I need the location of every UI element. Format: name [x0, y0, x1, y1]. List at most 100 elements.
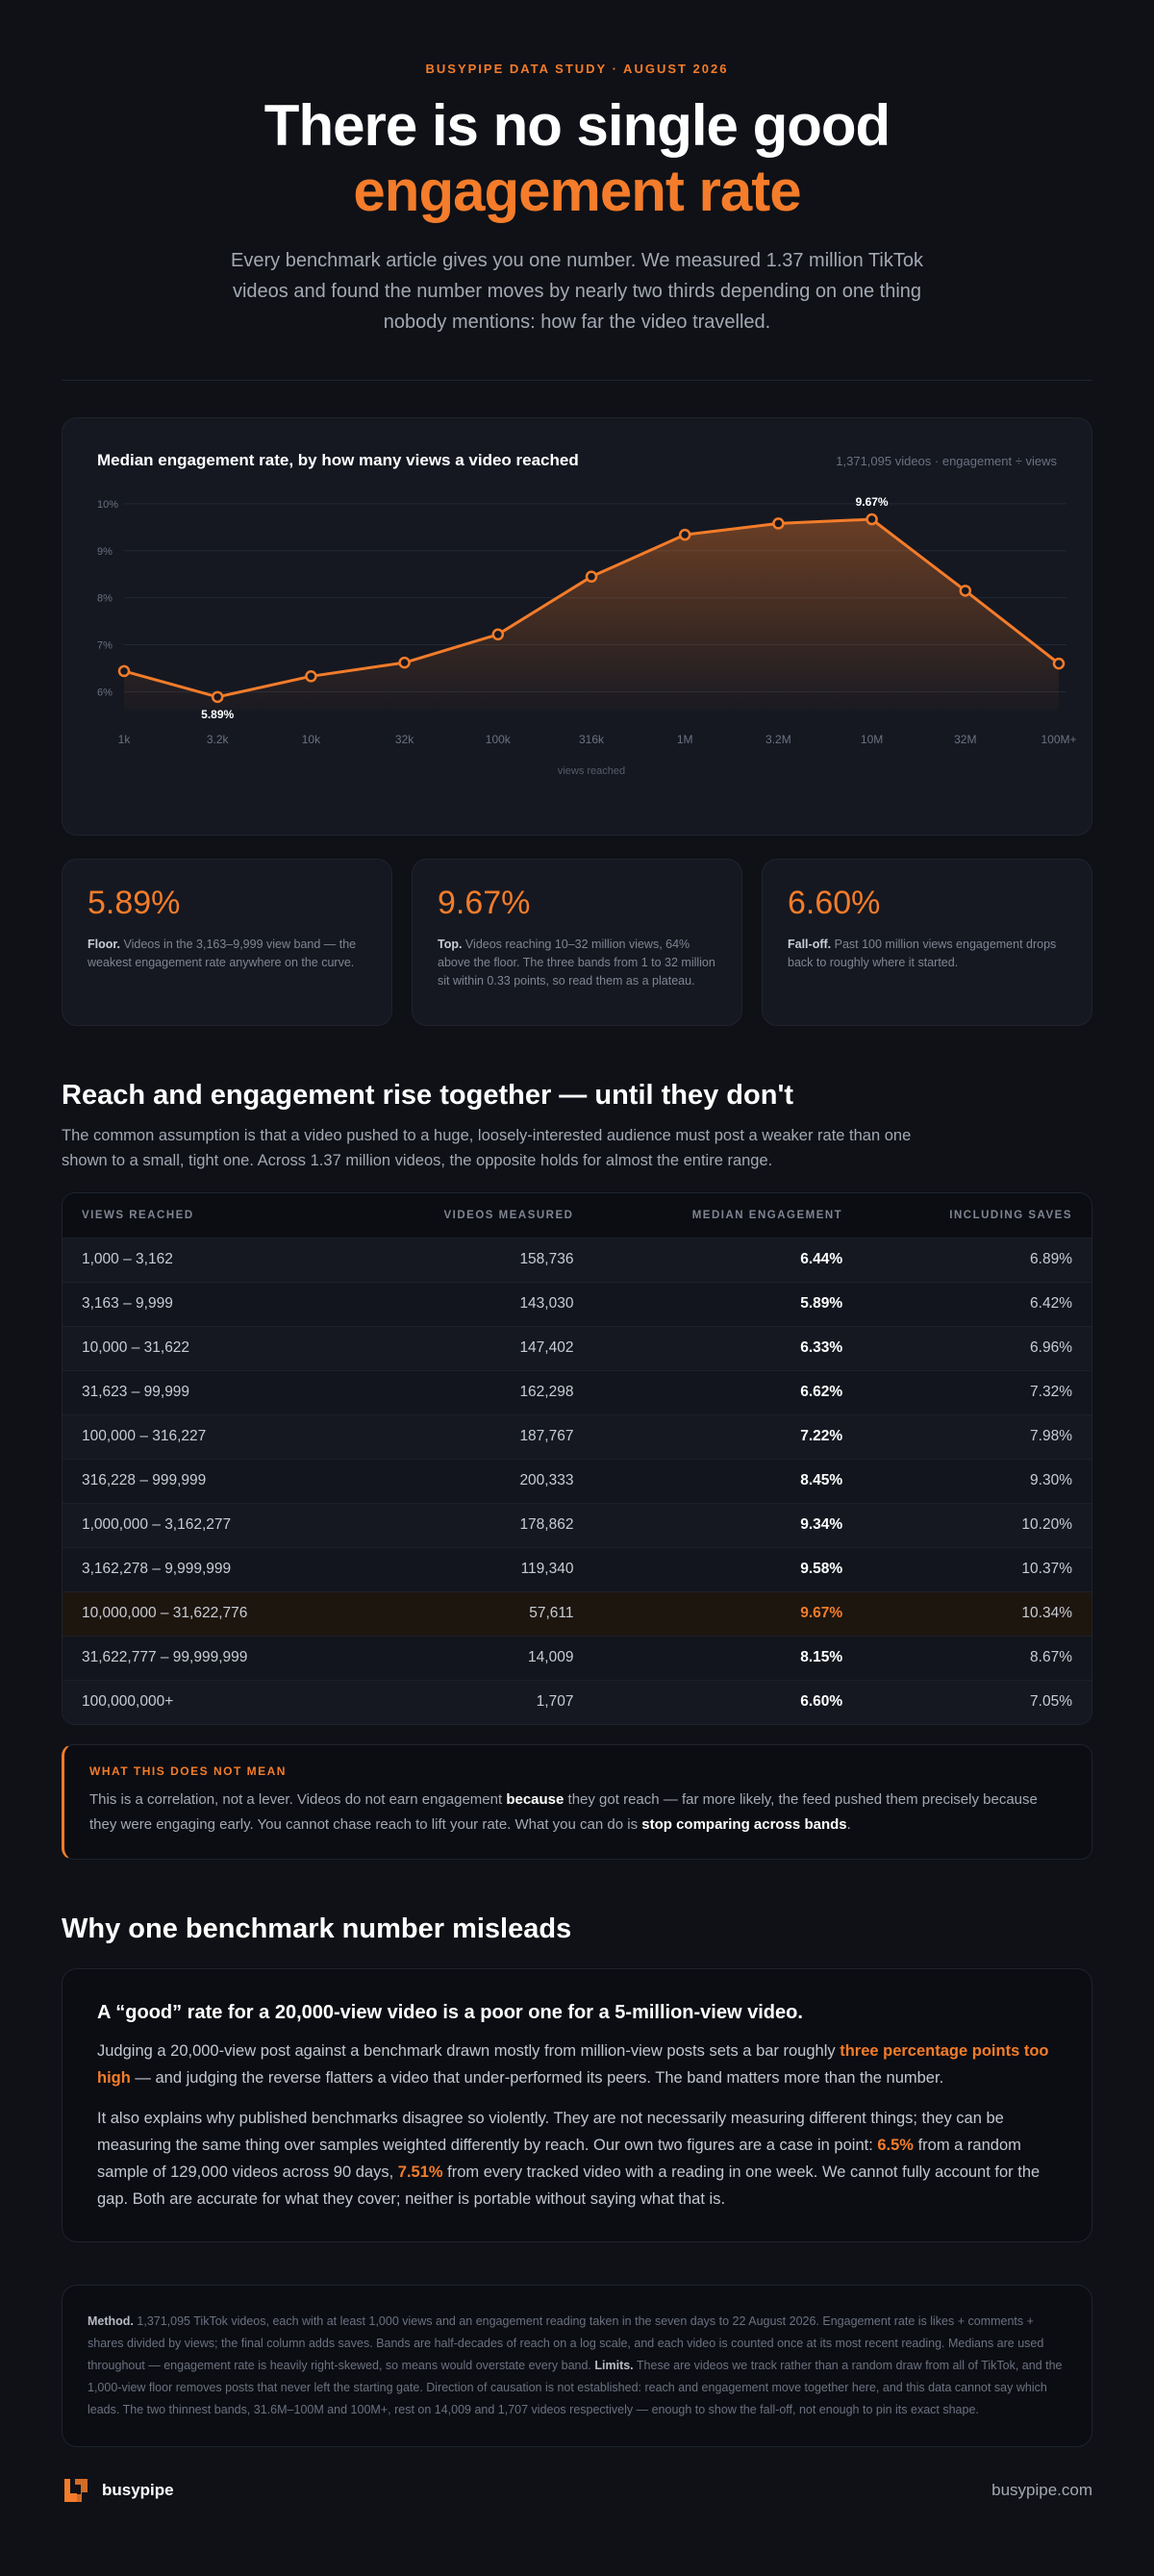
data-point [398, 656, 411, 669]
stat-description: Videos in the 3,163–9,999 view band — th… [88, 938, 357, 969]
table-row: 3,162,278 – 9,999,999 119,340 9.58% 10.37% [63, 1546, 1091, 1591]
busypipe-logo-icon [64, 2479, 88, 2502]
band-cell: 1,000 – 3,162 [63, 1237, 354, 1282]
median-cell: 5.89% [592, 1281, 863, 1326]
table-row: 10,000 – 31,622 147,402 6.33% 6.96% [63, 1325, 1091, 1370]
method-text: Method. 1,371,095 TikTok videos, each wi… [88, 2311, 1066, 2421]
stat-label: Floor. [88, 938, 121, 951]
stat-description: Videos reaching 10–32 million views, 64%… [438, 938, 715, 988]
essay-title: A “good” rate for a 20,000-view video is… [97, 2002, 803, 2023]
saves-cell: 7.05% [862, 1679, 1091, 1724]
videos-cell: 57,611 [353, 1590, 593, 1636]
stat-text: Floor. Videos in the 3,163–9,999 view ba… [88, 936, 366, 972]
callout-body: This is a correlation, not a lever. Vide… [89, 1788, 1066, 1838]
videos-cell: 1,707 [353, 1679, 593, 1724]
videos-cell: 14,009 [353, 1635, 593, 1680]
essay-paragraph: It also explains why published benchmark… [97, 2105, 1057, 2213]
chart-header: Median engagement rate, by how many view… [97, 451, 1057, 470]
videos-cell: 119,340 [353, 1546, 593, 1591]
data-label: 5.89% [201, 708, 234, 721]
x-tick-label: 100M+ [1041, 733, 1076, 746]
essay-text: from every tracked video with a reading … [97, 2163, 1041, 2208]
videos-cell: 162,298 [353, 1369, 593, 1414]
videos-cell: 158,736 [353, 1237, 593, 1282]
limits-body: These are videos we track rather than a … [88, 2359, 1063, 2416]
bands-table: VIEWS REACHED VIDEOS MEASURED MEDIAN ENG… [62, 1192, 1092, 1725]
stat-value: 5.89% [88, 885, 181, 921]
data-label: 9.67% [856, 495, 889, 509]
saves-cell: 6.89% [862, 1237, 1091, 1282]
saves-cell: 10.34% [862, 1590, 1091, 1636]
essay-card: A “good” rate for a 20,000-view video is… [62, 1968, 1092, 2242]
stat-value: 6.60% [788, 885, 881, 921]
stat-label: Top. [438, 938, 463, 951]
median-cell: 6.62% [592, 1369, 863, 1414]
method-card: Method. 1,371,095 TikTok videos, each wi… [62, 2285, 1092, 2447]
data-point [866, 513, 878, 526]
method-body: 1,371,095 TikTok videos, each with at le… [88, 2314, 1044, 2372]
stat-card-floor: 5.89% Floor. Videos in the 3,163–9,999 v… [62, 859, 392, 1026]
essay-highlight: 6.5% [877, 2137, 914, 2154]
saves-cell: 10.20% [862, 1502, 1091, 1547]
title-line-2: engagement rate [353, 159, 801, 223]
x-tick-label: 3.2M [765, 733, 791, 746]
x-tick-label: 32k [395, 733, 414, 746]
stat-card-top: 9.67% Top. Videos reaching 10–32 million… [412, 859, 742, 1026]
essay-paragraph: Judging a 20,000-view post against a ben… [97, 2038, 1057, 2091]
essay-text: Judging a 20,000-view post against a ben… [97, 2042, 840, 2060]
stat-label: Fall-off. [788, 938, 832, 951]
stat-value: 9.67% [438, 885, 531, 921]
saves-cell: 7.32% [862, 1369, 1091, 1414]
column-header: MEDIAN ENGAGEMENT [691, 1209, 843, 1221]
table-row: 1,000 – 3,162 158,736 6.44% 6.89% [63, 1237, 1091, 1282]
band-cell: 31,623 – 99,999 [63, 1369, 354, 1414]
series-area [124, 519, 1059, 711]
essay-text: — and judging the reverse flatters a vid… [130, 2069, 944, 2087]
essay-text: It also explains why published benchmark… [97, 2110, 1004, 2154]
band-cell: 10,000 – 31,622 [63, 1325, 354, 1370]
saves-cell: 6.42% [862, 1281, 1091, 1326]
section-title: Why one benchmark number misleads [62, 1913, 572, 1944]
data-point [491, 628, 505, 641]
data-point [678, 528, 691, 541]
brand-name: busypipe [102, 2481, 174, 2499]
section-lede: The common assumption is that a video pu… [62, 1127, 912, 1169]
median-cell: 7.22% [592, 1413, 863, 1459]
callout-text: . [846, 1816, 851, 1833]
column-header: VIEWS REACHED [82, 1209, 194, 1221]
median-cell: 6.60% [592, 1679, 863, 1724]
x-tick-label: 3.2k [207, 733, 230, 746]
x-tick-label: 1k [118, 733, 132, 746]
callout: WHAT THIS DOES NOT MEAN This is a correl… [62, 1744, 1092, 1860]
data-point [1052, 657, 1066, 670]
data-point [117, 664, 131, 678]
median-cell: 9.58% [592, 1546, 863, 1591]
saves-cell: 10.37% [862, 1546, 1091, 1591]
data-point [772, 517, 785, 530]
saves-cell: 7.98% [862, 1413, 1091, 1459]
callout-text: they got reach — far more likely, the fe… [89, 1791, 1038, 1833]
band-cell: 100,000,000+ [63, 1679, 354, 1724]
engagement-line-chart: 6% 7% 8% 9% 10% 5.89% 9.67% 1k 3.2k 10k 32k 100k 316… [97, 495, 1077, 777]
site-link[interactable]: busypipe.com [991, 2481, 1092, 2499]
essay-text: from a random sample of 129,000 videos a… [97, 2137, 1021, 2181]
callout-emphasis: stop comparing across bands [641, 1816, 847, 1833]
median-cell: 8.15% [592, 1635, 863, 1680]
table-row: 100,000 – 316,227 187,767 7.22% 7.98% [63, 1413, 1091, 1459]
table-row: 31,623 – 99,999 162,298 6.62% 7.32% [63, 1369, 1091, 1414]
brand[interactable]: busypipe [62, 2476, 174, 2505]
limits-label: Limits. [594, 2359, 634, 2372]
table-row: 100,000,000+ 1,707 6.60% 7.05% [63, 1679, 1091, 1724]
table-header-row: VIEWS REACHED VIDEOS MEASURED MEDIAN ENG… [63, 1193, 1091, 1238]
band-cell: 100,000 – 316,227 [63, 1413, 354, 1459]
page-title: There is no single good engagement rate [62, 93, 1092, 224]
median-cell: 9.67% [592, 1590, 863, 1636]
table-row: 3,163 – 9,999 143,030 5.89% 6.42% [63, 1281, 1091, 1326]
essay-highlight: 7.51% [397, 2163, 443, 2181]
stats-row: 5.89% Floor. Videos in the 3,163–9,999 v… [62, 859, 1092, 1026]
band-cell: 31,622,777 – 99,999,999 [63, 1635, 354, 1680]
data-point [305, 670, 317, 683]
callout-text: This is a correlation, not a lever. Vide… [89, 1791, 507, 1808]
videos-cell: 200,333 [353, 1458, 593, 1503]
